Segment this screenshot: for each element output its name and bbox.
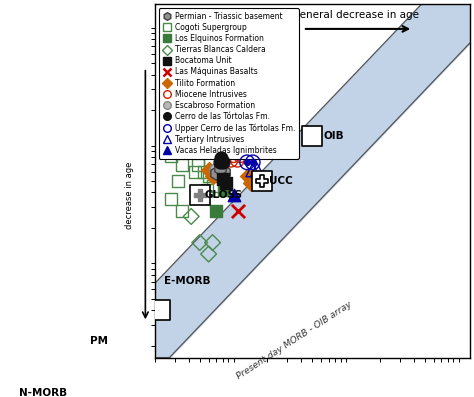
Point	[243, 159, 251, 166]
Text: UCC: UCC	[269, 176, 293, 186]
Point	[156, 307, 164, 313]
Point	[203, 187, 211, 193]
Point	[243, 159, 251, 166]
Point	[230, 192, 237, 198]
Point	[196, 192, 203, 198]
Text: Present day MORB - OIB array: Present day MORB - OIB array	[236, 300, 354, 382]
Point	[191, 168, 198, 175]
Point	[219, 176, 227, 182]
Point	[92, 389, 100, 396]
Point	[212, 208, 220, 214]
Point	[218, 162, 225, 168]
Point	[179, 208, 186, 214]
Point	[222, 149, 229, 155]
Point	[194, 162, 201, 168]
Text: E-MORB: E-MORB	[164, 276, 211, 286]
Point	[220, 168, 228, 175]
Point	[187, 213, 195, 220]
Point	[205, 173, 212, 179]
Point	[258, 178, 266, 184]
Point	[245, 173, 252, 179]
Point	[216, 165, 223, 172]
Point	[235, 208, 242, 214]
Point	[216, 143, 223, 149]
Point	[219, 159, 227, 166]
Point	[209, 183, 216, 189]
Point	[205, 167, 212, 173]
Point	[196, 192, 203, 198]
Text: GLOSS: GLOSS	[204, 190, 242, 200]
Point	[212, 170, 220, 177]
Point	[168, 196, 175, 202]
Point	[179, 162, 186, 168]
Text: decrease in age: decrease in age	[125, 161, 134, 229]
Point	[134, 337, 141, 344]
Point	[222, 180, 229, 186]
Point	[206, 157, 214, 164]
Point	[234, 157, 241, 164]
Point	[249, 159, 256, 166]
Text: OIB: OIB	[323, 131, 344, 141]
Point	[216, 159, 223, 166]
Text: N-MORB: N-MORB	[19, 387, 67, 397]
Point	[227, 157, 235, 164]
Point	[309, 133, 316, 139]
Point	[201, 168, 208, 175]
Point	[218, 155, 225, 162]
Point	[225, 137, 232, 144]
Point	[218, 173, 225, 179]
Point	[253, 167, 261, 173]
Point	[168, 152, 175, 159]
Point	[212, 167, 220, 173]
Point	[209, 173, 216, 179]
Point	[249, 159, 256, 166]
Point	[196, 239, 203, 246]
Point	[205, 251, 212, 257]
Point	[255, 149, 263, 155]
Point	[237, 152, 244, 159]
Point	[209, 239, 216, 246]
Text: general decrease in age: general decrease in age	[293, 10, 419, 20]
Point	[258, 178, 266, 184]
Legend: Permian - Triassic basement, Cogoti Supergroup, Los Elquinos Formation, Tierras : Permian - Triassic basement, Cogoti Supe…	[159, 8, 299, 159]
Point	[247, 180, 255, 186]
Point	[230, 152, 237, 159]
Point	[220, 187, 228, 193]
Text: PM: PM	[91, 336, 108, 346]
Point	[174, 178, 182, 184]
Point	[249, 167, 256, 173]
